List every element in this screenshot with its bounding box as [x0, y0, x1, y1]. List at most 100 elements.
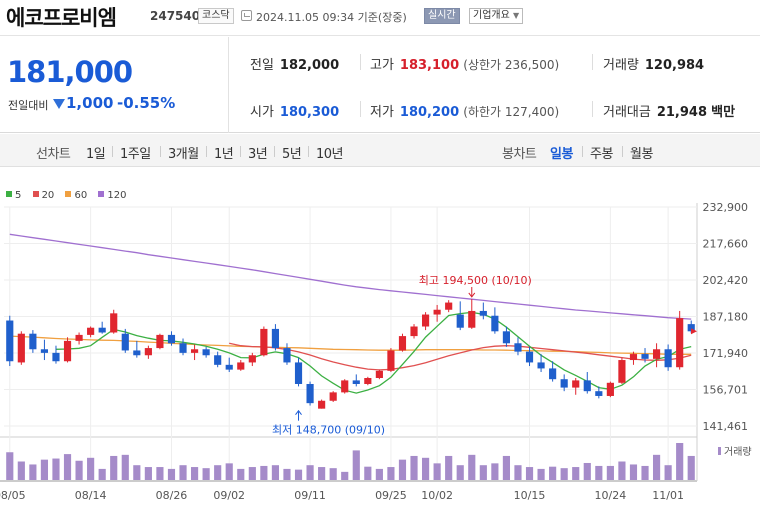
- candle-body: [502, 331, 511, 344]
- divider: [592, 54, 593, 70]
- candle-body: [271, 328, 280, 349]
- plot-area: [4, 207, 697, 436]
- period-5y[interactable]: 5년: [282, 147, 302, 162]
- company-info-button[interactable]: 기업개요 ▼: [469, 8, 524, 24]
- candle-body: [560, 379, 568, 388]
- legend-ma60: 60: [65, 190, 87, 201]
- volume-bar: [549, 466, 557, 480]
- trade-amount-unit: 백만: [711, 105, 736, 120]
- current-price-marker: [691, 328, 697, 335]
- candle-body: [225, 364, 233, 370]
- candle-monthly[interactable]: 월봉: [630, 147, 653, 162]
- change-label: 전일대비: [8, 99, 49, 112]
- candle-body: [144, 348, 152, 356]
- candle-body: [167, 334, 176, 344]
- candle-body: [410, 326, 418, 337]
- legend-label: 120: [107, 190, 127, 201]
- low-label: 저가: [370, 105, 394, 120]
- volume-bar: [421, 457, 430, 480]
- candle-body: [398, 336, 407, 351]
- volume-bar: [572, 467, 580, 480]
- candle-body: [375, 370, 383, 379]
- volume-bar: [468, 454, 476, 480]
- legend-ma5: 5: [6, 190, 21, 201]
- candle-body: [341, 380, 349, 393]
- line-chart-label: 선차트: [36, 147, 71, 162]
- current-price: 181,000: [7, 55, 133, 89]
- volume-bar: [144, 467, 152, 480]
- legend-ma120: 120: [98, 190, 127, 201]
- volume-bar: [364, 466, 372, 480]
- volume-bar: [387, 467, 395, 480]
- volume-bar: [190, 467, 199, 480]
- candle-body: [364, 378, 372, 384]
- change-rate: -0.55%: [117, 94, 176, 112]
- volume-bar: [294, 469, 303, 480]
- period-1w[interactable]: 1주일: [120, 147, 151, 162]
- legend-swatch: [65, 191, 72, 197]
- open-value: 180,300: [279, 105, 340, 120]
- volume-bar: [676, 443, 684, 480]
- down-triangle-icon: [53, 99, 65, 109]
- y-tick-label: 171,940: [703, 347, 749, 360]
- x-tick-label: 08/14: [75, 489, 107, 502]
- divider: [622, 146, 623, 157]
- y-tick-label: 141,461: [703, 420, 749, 433]
- prev-close-value: 182,000: [279, 58, 340, 73]
- realtime-button[interactable]: 실시간: [424, 8, 460, 24]
- candle-body: [468, 310, 476, 328]
- volume-bar: [179, 465, 187, 480]
- volume-bar: [352, 450, 360, 480]
- candle-body: [75, 334, 83, 341]
- candle-body: [190, 349, 199, 353]
- x-tick-label: 09/02: [213, 489, 245, 502]
- divider: [240, 146, 241, 157]
- divider: [160, 146, 161, 157]
- volume-bar: [271, 465, 280, 480]
- period-10y[interactable]: 10년: [316, 147, 344, 162]
- candle-body: [17, 333, 25, 363]
- period-1y[interactable]: 1년: [214, 147, 234, 162]
- candle-body: [421, 314, 430, 327]
- candle-body: [433, 309, 441, 315]
- candle-body: [676, 318, 684, 368]
- candle-body: [52, 352, 60, 362]
- low-arrow-head: [295, 409, 302, 415]
- volume-bar: [17, 461, 25, 480]
- candle-body: [537, 362, 545, 369]
- volume-bar: [514, 465, 522, 480]
- volume-bar: [214, 465, 222, 480]
- candle-body: [40, 349, 49, 353]
- high-label: 고가: [370, 58, 394, 73]
- clock-icon: [241, 10, 252, 21]
- candle-body: [202, 349, 210, 356]
- legend-swatch: [6, 191, 12, 197]
- y-tick-label: 187,180: [703, 311, 749, 324]
- candle-body: [491, 315, 499, 332]
- volume-bar: [687, 455, 695, 480]
- period-1d[interactable]: 1일: [86, 147, 106, 162]
- period-3m[interactable]: 3개월: [168, 147, 199, 162]
- volume-bar: [410, 455, 418, 480]
- candle-body: [29, 333, 37, 350]
- volume-legend-swatch: [718, 447, 721, 455]
- divider: [274, 146, 275, 157]
- lower-limit: (하한가 127,400): [463, 105, 560, 119]
- timestamp: 2024.11.05 09:34 기준(장중): [256, 11, 407, 24]
- candle-body: [214, 355, 222, 365]
- candle-weekly[interactable]: 주봉: [590, 147, 613, 162]
- x-tick-label: 11/01: [652, 489, 684, 502]
- volume-bar: [583, 462, 591, 480]
- legend-label: 20: [41, 190, 55, 201]
- volume-bar: [318, 467, 326, 480]
- legend-swatch: [32, 191, 39, 197]
- price-chart[interactable]: 232,900 217,660 202,420 187,180 171,940 156,7…: [0, 200, 760, 510]
- candle-body: [329, 392, 337, 401]
- candle-daily[interactable]: 일봉: [550, 147, 573, 162]
- candle-body: [664, 349, 672, 368]
- open-price: 시가 180,300: [250, 101, 339, 120]
- volume-bar: [445, 455, 453, 480]
- candle-body: [179, 343, 187, 353]
- high-price: 고가 183,100 (상한가 236,500): [370, 54, 559, 73]
- period-3y[interactable]: 3년: [248, 147, 268, 162]
